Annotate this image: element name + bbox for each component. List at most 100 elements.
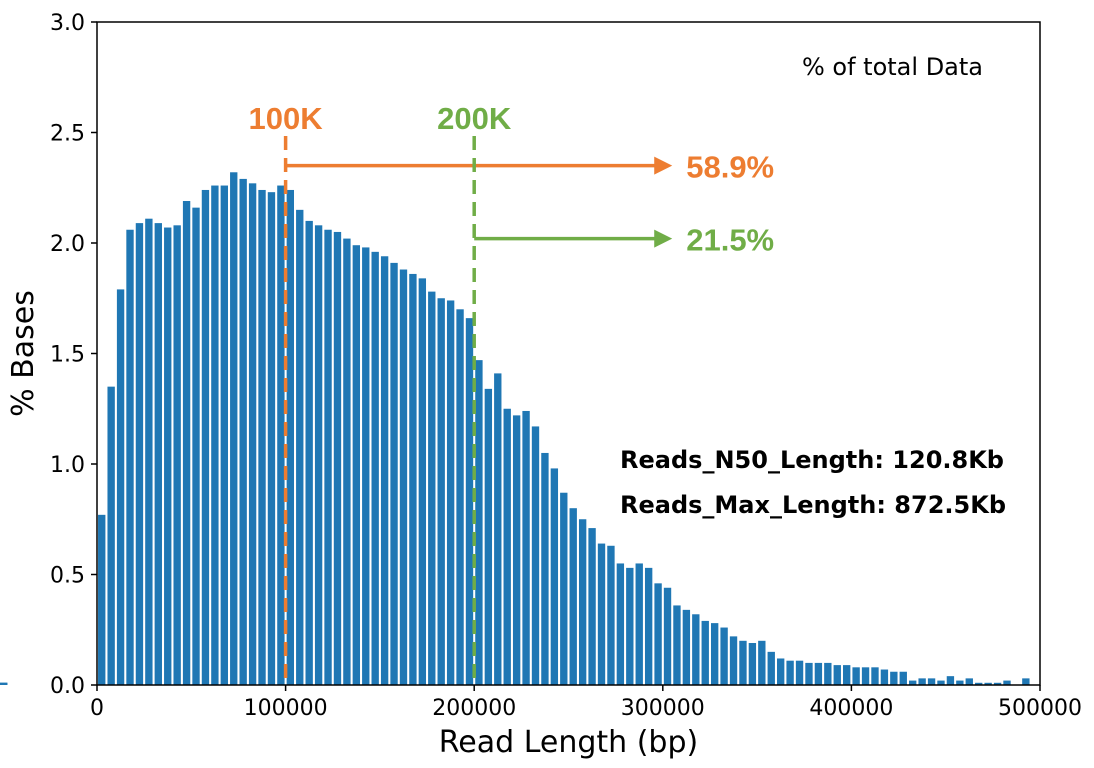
histogram-bar <box>220 185 228 686</box>
plot-frame <box>96 21 1041 686</box>
histogram-bar <box>0 682 8 685</box>
histogram-bar <box>343 238 351 685</box>
histogram-bar <box>682 609 691 685</box>
threshold-arrow-head <box>654 156 673 175</box>
histogram-bar <box>399 269 408 685</box>
legend-text: % of total Data <box>802 53 983 81</box>
threshold-arrow-head <box>654 229 673 248</box>
histogram-bar <box>720 627 728 685</box>
histogram-bar <box>428 291 436 685</box>
histogram-bar <box>692 614 700 685</box>
histogram-bar <box>814 662 823 685</box>
histogram-bar <box>409 273 417 685</box>
histogram-bar <box>286 189 294 685</box>
histogram-bar <box>899 671 907 685</box>
x-tick-label: 200000 <box>432 696 516 721</box>
threshold-percent: 21.5% <box>686 223 774 258</box>
histogram-bar <box>550 468 559 685</box>
histogram-bar <box>786 660 794 685</box>
y-tick-label: 0.5 <box>50 564 85 589</box>
histogram-bar <box>758 640 766 685</box>
x-axis-title: Read Length (bp) <box>439 725 698 760</box>
histogram-bar <box>456 309 464 685</box>
histogram-bar <box>805 662 813 685</box>
histogram-bar <box>380 256 389 685</box>
histogram-bar <box>305 220 313 685</box>
histogram-bar <box>710 623 719 685</box>
histogram-bar <box>541 452 549 685</box>
histogram-bar <box>616 563 625 685</box>
histogram-bar <box>597 543 606 685</box>
x-tick-label: 100000 <box>244 696 328 721</box>
histogram-bar <box>154 223 162 686</box>
histogram-bar <box>946 676 955 685</box>
histogram-bar <box>362 247 370 686</box>
histogram-bar <box>173 225 181 685</box>
histogram-bar <box>871 667 879 685</box>
histogram-bar <box>531 426 540 685</box>
histogram-bar <box>145 218 153 685</box>
threshold-markers: 100K 58.9% 200K 21.5% <box>249 101 774 685</box>
histogram-bar <box>748 643 757 685</box>
threshold-label: 200K <box>437 101 512 136</box>
histogram-bar <box>296 209 304 685</box>
histogram-bar <box>135 223 144 686</box>
histogram-bar <box>777 658 785 685</box>
histogram-bar <box>390 262 398 685</box>
histogram-bar <box>116 289 125 685</box>
x-tick-label: 400000 <box>809 696 893 721</box>
histogram-bar <box>833 665 841 685</box>
histogram-bar <box>126 229 134 686</box>
histogram-bar <box>890 671 898 685</box>
histogram-bar <box>795 660 804 685</box>
histogram-bar <box>937 680 945 685</box>
histogram-bar <box>739 640 747 685</box>
histogram-bar <box>635 563 643 685</box>
histogram-bar <box>371 251 379 685</box>
y-tick-label: 2.0 <box>50 232 85 257</box>
histogram-bar <box>918 678 926 685</box>
n50-length-stat: Reads_N50_Length: 120.8Kb <box>620 446 1004 474</box>
histogram-bar <box>201 189 210 685</box>
histogram-bar <box>927 678 936 685</box>
histogram-bar <box>984 682 992 685</box>
histogram-bar <box>1022 678 1030 685</box>
histogram-bar <box>230 172 238 685</box>
histogram-bar <box>861 667 870 685</box>
histogram-bar <box>588 528 596 685</box>
histogram-bar <box>277 185 285 686</box>
histogram-bars <box>0 172 1030 686</box>
histogram-bar <box>211 185 219 686</box>
histogram-bar <box>314 225 323 685</box>
y-tick-label: 2.5 <box>50 122 85 147</box>
histogram-bar <box>663 587 672 685</box>
histogram-bar <box>418 278 427 685</box>
histogram-bar <box>484 388 493 685</box>
histogram-bar <box>437 298 445 685</box>
histogram-bar <box>239 178 247 685</box>
histogram-bar <box>182 201 191 685</box>
histogram-bar <box>975 682 983 685</box>
max-length-stat: Reads_Max_Length: 872.5Kb <box>620 491 1006 519</box>
histogram-bar <box>352 245 361 685</box>
histogram-bar <box>644 567 653 685</box>
threshold-percent: 58.9% <box>686 150 774 185</box>
histogram-bar <box>673 605 681 685</box>
histogram-bar <box>512 415 521 685</box>
histogram-bar <box>192 207 200 685</box>
threshold-label: 100K <box>249 101 324 136</box>
histogram-bar <box>446 300 455 685</box>
histogram-bar <box>475 360 483 685</box>
histogram-bar <box>248 183 257 685</box>
histogram-bar <box>824 662 832 685</box>
histogram-bar <box>607 545 615 685</box>
histogram-bar <box>654 583 662 685</box>
histogram-bar <box>1003 680 1011 685</box>
histogram-bar <box>767 651 775 685</box>
y-axis: 0.0 0.5 1.0 1.5 2.0 2.5 3.0 <box>50 11 97 699</box>
histogram-bar <box>267 192 276 686</box>
histogram-bar <box>494 373 502 685</box>
y-tick-label: 1.0 <box>50 453 85 478</box>
x-tick-label: 0 <box>90 696 104 721</box>
